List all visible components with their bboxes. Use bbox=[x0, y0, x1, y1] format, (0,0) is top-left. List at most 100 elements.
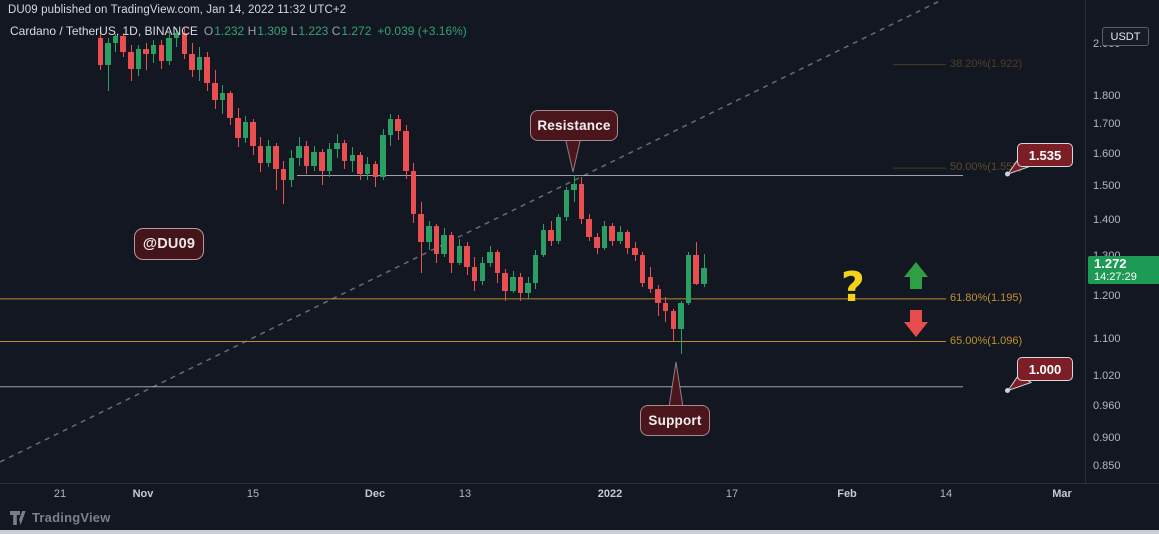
candle-body bbox=[143, 48, 149, 54]
price-tick-label: 0.850 bbox=[1093, 459, 1121, 472]
published-attribution-text: DU09 published on TradingView.com, Jan 1… bbox=[8, 4, 347, 16]
ohlc-item: C 1.272 bbox=[331, 24, 372, 38]
candle-body bbox=[494, 251, 501, 273]
time-tick-label: 2022 bbox=[597, 488, 623, 500]
candle-body bbox=[578, 183, 585, 220]
last-price-value: 1.272 bbox=[1094, 256, 1127, 272]
ohlc-item: O 1.232 bbox=[203, 24, 245, 38]
time-tick-label: 21 bbox=[53, 488, 67, 500]
candle-body bbox=[357, 155, 363, 174]
candle-body bbox=[212, 83, 218, 100]
symbol-info-bar[interactable]: Cardano / TetherUS, 1D, BINANCE O 1.232 H… bbox=[10, 24, 467, 38]
candle-body bbox=[387, 119, 394, 136]
candle-body bbox=[112, 36, 119, 43]
candle-body bbox=[196, 57, 203, 71]
candle-body bbox=[326, 148, 333, 171]
time-tick-label: 17 bbox=[725, 488, 739, 500]
upper-tag-anchor-dot bbox=[1005, 171, 1010, 177]
candle-body bbox=[639, 255, 646, 283]
candle-body bbox=[670, 311, 676, 329]
candle-body bbox=[341, 142, 348, 162]
fib-label-65[interactable]: 65.00%(1.096) bbox=[950, 334, 1023, 347]
candle-body bbox=[624, 231, 631, 248]
candle-body bbox=[418, 213, 424, 243]
candle-body bbox=[693, 255, 699, 284]
currency-toggle-button[interactable]: USDT bbox=[1102, 27, 1149, 46]
candle-body bbox=[532, 255, 539, 283]
candle-body bbox=[380, 135, 386, 178]
symbol-title[interactable]: Cardano / TetherUS, 1D, BINANCE bbox=[10, 24, 198, 38]
candle-body bbox=[135, 48, 142, 69]
last-price-tag: 1.272 14:27:29 bbox=[1088, 256, 1159, 285]
candle-body bbox=[517, 276, 524, 293]
candle-body bbox=[303, 145, 310, 166]
candle-body bbox=[120, 36, 126, 53]
price-tick-label: 0.900 bbox=[1093, 431, 1121, 444]
candle-wick bbox=[115, 34, 117, 53]
author-watermark-badge[interactable]: @DU09 bbox=[134, 228, 204, 260]
candle-body bbox=[296, 145, 302, 159]
tradingview-logo[interactable]: TradingView bbox=[10, 510, 111, 525]
candle-body bbox=[655, 288, 661, 304]
candle-body bbox=[181, 32, 188, 54]
candle-body bbox=[334, 142, 340, 149]
candle-body bbox=[426, 226, 432, 243]
candle-body bbox=[555, 217, 562, 241]
question-mark-annotation[interactable]: ? bbox=[841, 263, 865, 311]
candle-wick bbox=[145, 42, 147, 71]
price-axis[interactable]: USDT 1.272 14:27:29 2.0001.8001.7001.600… bbox=[1085, 0, 1159, 483]
price-tick-label: 1.400 bbox=[1093, 213, 1121, 226]
support-price-tag[interactable]: 1.000 bbox=[1017, 357, 1073, 381]
price-tick-label: 1.500 bbox=[1093, 179, 1121, 192]
candle-body bbox=[479, 263, 485, 281]
candle-body bbox=[433, 226, 440, 254]
fib-label-38[interactable]: 38.20%(1.922) bbox=[950, 57, 1023, 70]
candle-body bbox=[219, 92, 226, 100]
candle-body bbox=[242, 122, 249, 139]
candle-body bbox=[349, 155, 356, 162]
footer-bar: TradingView bbox=[0, 505, 1159, 530]
candle-body bbox=[441, 235, 447, 254]
candle-body bbox=[563, 190, 570, 218]
candle-body bbox=[685, 255, 692, 304]
ascending-trendline bbox=[0, 0, 944, 463]
fib-label-618[interactable]: 61.80%(1.195) bbox=[950, 291, 1023, 304]
candle-body bbox=[647, 276, 654, 289]
candle-body bbox=[502, 272, 508, 291]
candle-body bbox=[403, 130, 409, 171]
chart-pane[interactable]: 38.20%(1.922) 50.00%(1.558) 61.80%(1.195… bbox=[0, 0, 1085, 483]
candle-body bbox=[158, 45, 165, 62]
time-tick-label: Mar bbox=[1052, 488, 1072, 500]
window-edge-strip bbox=[0, 530, 1159, 534]
candle-body bbox=[525, 282, 531, 293]
support-balloon[interactable]: Support bbox=[640, 405, 710, 436]
candle-wick bbox=[283, 161, 285, 204]
candle-body bbox=[678, 303, 684, 329]
resistance-balloon[interactable]: Resistance bbox=[530, 110, 618, 141]
tradingview-logo-icon bbox=[10, 510, 26, 525]
time-tick-label: 15 bbox=[246, 488, 260, 500]
candle-body bbox=[150, 45, 157, 54]
candle-body bbox=[662, 303, 669, 312]
fib-label-50[interactable]: 50.00%(1.558) bbox=[950, 161, 1023, 174]
candle-body bbox=[510, 276, 516, 291]
candle-body bbox=[173, 32, 180, 38]
candle-body bbox=[280, 169, 287, 181]
candle-body bbox=[319, 151, 325, 171]
candle-body bbox=[571, 183, 577, 191]
candle-body bbox=[204, 57, 210, 84]
time-axis[interactable]: 21 Nov 15 Dec 13 2022 17 Feb 14 Mar bbox=[0, 483, 1159, 506]
price-tick-label: 1.020 bbox=[1093, 369, 1121, 382]
price-tick-label: 1.800 bbox=[1093, 89, 1121, 102]
time-tick-label: Nov bbox=[132, 488, 154, 500]
candle-body bbox=[235, 117, 241, 139]
bar-countdown-timer: 14:27:29 bbox=[1094, 271, 1137, 284]
candle-body bbox=[189, 53, 195, 71]
time-tick-label: Dec bbox=[364, 488, 386, 500]
ohlc-item: L 1.223 bbox=[290, 24, 329, 38]
candle-body bbox=[632, 247, 638, 256]
resistance-price-tag[interactable]: 1.535 bbox=[1017, 143, 1073, 167]
candles-layer bbox=[97, 28, 707, 355]
candle-body bbox=[548, 229, 554, 241]
price-tick-label: 1.700 bbox=[1093, 118, 1121, 131]
